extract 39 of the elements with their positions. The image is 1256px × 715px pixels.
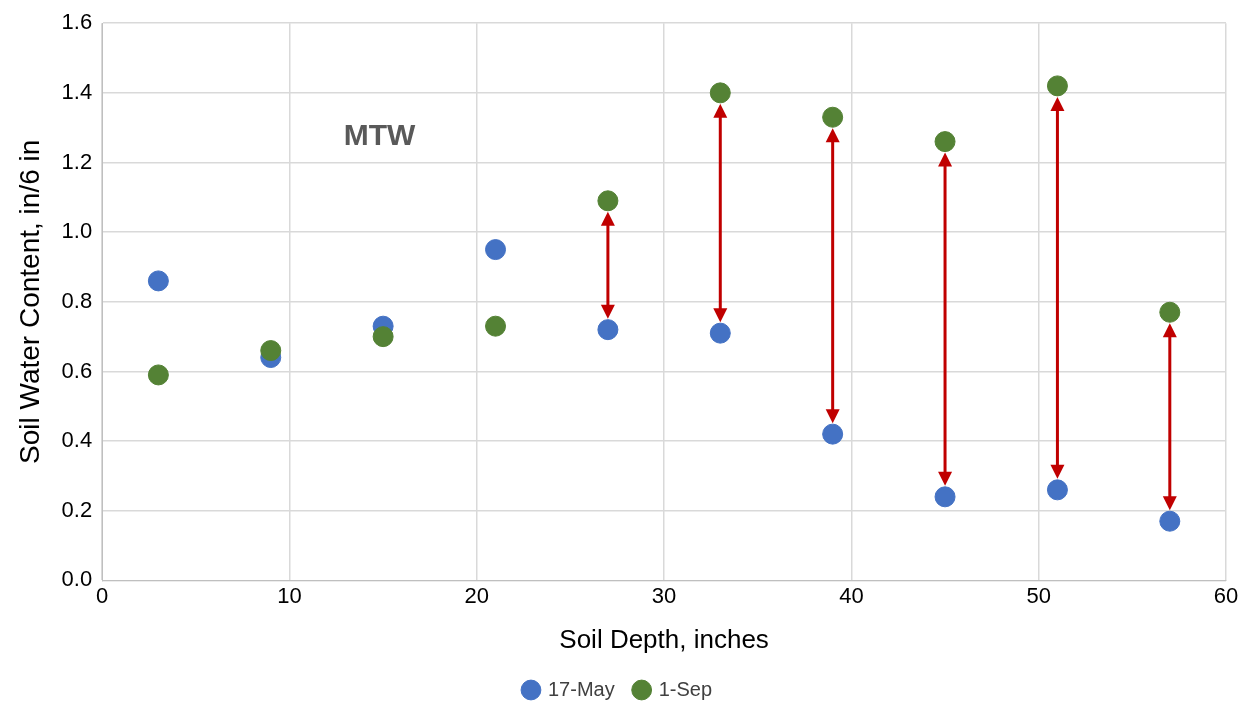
y-tick-label: 0.6 — [61, 357, 93, 383]
x-tick-label: 10 — [277, 582, 302, 608]
x-tick-label: 30 — [651, 582, 677, 608]
x-tick-label: 0 — [96, 582, 109, 608]
point — [1159, 510, 1181, 532]
point — [709, 82, 731, 104]
point — [260, 340, 282, 362]
point — [485, 315, 507, 337]
point — [1159, 301, 1181, 323]
point — [709, 322, 731, 344]
point — [597, 190, 619, 212]
point — [372, 326, 394, 348]
x-tick-label: 50 — [1026, 582, 1051, 608]
y-tick-label: 0.4 — [61, 427, 93, 453]
y-tick-label: 0.2 — [61, 496, 93, 522]
y-tick-label: 1.0 — [61, 218, 93, 244]
point — [1046, 75, 1068, 97]
y-tick-label: 0.0 — [61, 566, 93, 592]
y-tick-label: 1.2 — [61, 148, 93, 174]
y-tick-label: 0.8 — [61, 287, 93, 313]
x-tick-label: 20 — [464, 582, 490, 608]
annotation: MTW — [343, 117, 416, 152]
point — [822, 106, 844, 128]
point — [147, 364, 169, 386]
legend-label: 1-Sep — [658, 677, 713, 700]
x-axis-title: Soil Depth, inches — [559, 623, 769, 654]
legend-label: 17-May — [547, 677, 615, 700]
x-tick-label: 60 — [1213, 582, 1239, 608]
x-tick-label: 40 — [839, 582, 864, 608]
point — [822, 423, 844, 445]
point — [597, 319, 619, 341]
y-axis-title: Soil Water Content, in/6 in — [13, 139, 45, 464]
y-tick-label: 1.4 — [61, 78, 93, 104]
point — [934, 131, 956, 153]
point — [1046, 479, 1068, 501]
point — [934, 486, 956, 508]
point — [485, 239, 507, 261]
y-tick-label: 1.6 — [61, 9, 93, 35]
point — [147, 270, 169, 292]
